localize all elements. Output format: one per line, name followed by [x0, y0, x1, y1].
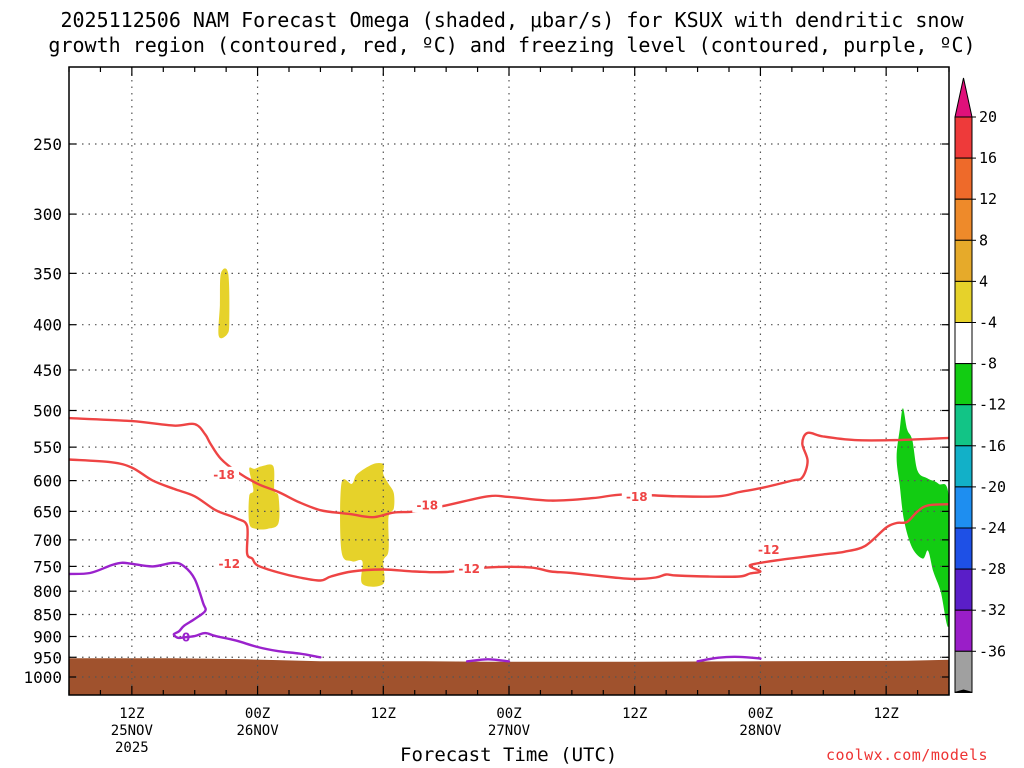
dgz-label-0-0: -18	[213, 468, 235, 482]
colorbar-label-12: 12	[979, 190, 997, 208]
freezing-contour-2	[696, 655, 762, 663]
omega-region-yellow-a	[218, 268, 230, 339]
y-tick-label-700: 700	[33, 531, 62, 550]
colorbar-swatch-3	[954, 239, 973, 282]
grid	[69, 67, 949, 695]
y-tick-label-800: 800	[33, 582, 62, 601]
x-tick-year-6: 2025	[115, 740, 149, 756]
omega-region-yellow-b	[248, 464, 280, 530]
chart-title-line2: growth region (contoured, red, ºC) and f…	[48, 33, 976, 57]
credit-text: coolwx.com/models	[826, 746, 989, 764]
y-tick-label-1000: 1000	[23, 668, 62, 687]
x-tick-date-6: 25NOV	[111, 723, 154, 739]
y-tick-label-450: 450	[33, 361, 62, 380]
x-tick-label-54: 12Z	[622, 706, 647, 722]
colorbar-label-8: -8	[979, 355, 997, 373]
dgz-label-bg-0-1	[412, 497, 443, 513]
y-tick-label-550: 550	[33, 438, 62, 457]
colorbar-swatch-12	[954, 609, 973, 652]
colorbar-swatch-11	[954, 568, 973, 611]
dgz-label-bg-1-1	[454, 560, 485, 576]
x-tick-label-66: 00Z	[748, 706, 773, 722]
colorbar: 20 16 12 8 4 -4 -8 -12 -16 -20 -24 -28 -32 -36	[954, 77, 1006, 693]
y-tick-label-850: 850	[33, 606, 62, 625]
omega-region-yellow-c	[340, 463, 395, 587]
x-tick-date-42: 27NOV	[488, 723, 531, 739]
x-tick-date-66: 28NOV	[739, 723, 782, 739]
colorbar-swatch-7	[954, 404, 973, 447]
y-tick-label-300: 300	[33, 205, 62, 224]
dgz-contour-0	[69, 416, 949, 519]
y-tick-label-250: 250	[33, 135, 62, 154]
dgz-label-bg-1-0	[214, 555, 245, 571]
colorbar-label-4: 4	[979, 272, 988, 290]
colorbar-top-arrow	[954, 77, 973, 118]
x-tick-label-18: 00Z	[245, 706, 270, 722]
x-tick-label-30: 12Z	[371, 706, 396, 722]
colorbar-label-28: -28	[979, 560, 1006, 578]
dgz-label-1-2: -12	[758, 543, 780, 557]
dgz-label-bg-0-2	[621, 488, 652, 504]
dgz-contour-1	[69, 458, 949, 582]
colorbar-swatch-1	[954, 157, 973, 200]
y-tick-label-600: 600	[33, 472, 62, 491]
axes: 250 300 350 400 450 500 550 600 650 700 750 800 850 9…	[23, 66, 950, 756]
colorbar-swatch-8	[954, 445, 973, 488]
dgz-label-bg-1-2	[753, 542, 784, 558]
colorbar-bottom-arrow	[954, 689, 973, 693]
dgz-label-bg-0-0	[209, 466, 240, 482]
chart-title-line1: 2025112506 NAM Forecast Omega (shaded, μ…	[60, 8, 964, 32]
colorbar-swatch-2	[954, 198, 973, 241]
colorbar-swatch-10	[954, 527, 973, 570]
colorbar-label-16: 16	[979, 149, 997, 167]
y-tick-label-500: 500	[33, 402, 62, 421]
colorbar-label-20: -20	[979, 478, 1006, 496]
colorbar-label-36: -36	[979, 642, 1006, 660]
terrain-fill	[69, 658, 949, 695]
freezing-contour-0	[69, 561, 322, 659]
colorbar-swatch-13	[954, 650, 973, 693]
y-tick-label-650: 650	[33, 502, 62, 521]
dgz-label-0-2: -18	[626, 490, 648, 504]
y-tick-label-950: 950	[33, 648, 62, 667]
colorbar-swatch-0	[954, 116, 973, 159]
colorbar-label-32: -32	[979, 601, 1006, 619]
chart-title: 2025112506 NAM Forecast Omega (shaded, μ…	[0, 8, 1024, 58]
freezing-label-0-0: 0	[182, 630, 190, 644]
colorbar-swatch-6	[954, 363, 973, 406]
colorbar-swatch-9	[954, 486, 973, 529]
x-tick-label-78: 12Z	[873, 706, 898, 722]
colorbar-label-20: 20	[979, 108, 997, 126]
x-tick-label-6: 12Z	[119, 706, 144, 722]
x-tick-label-42: 00Z	[496, 706, 521, 722]
freezing-contour-1	[465, 658, 511, 663]
x-tick-date-18: 26NOV	[236, 723, 279, 739]
y-tick-label-900: 900	[33, 627, 62, 646]
colorbar-label-4: -4	[979, 314, 997, 332]
dgz-label-0-1: -18	[416, 498, 438, 512]
colorbar-label-16: -16	[979, 437, 1006, 455]
y-tick-label-400: 400	[33, 316, 62, 335]
y-tick-label-350: 350	[33, 264, 62, 283]
x-axis-label: Forecast Time (UTC)	[400, 744, 618, 766]
colorbar-swatch-4	[954, 280, 973, 323]
colorbar-label-12: -12	[979, 396, 1006, 414]
dgz-label-1-0: -12	[218, 557, 240, 571]
colorbar-swatch-5	[954, 322, 973, 365]
colorbar-label-24: -24	[979, 519, 1006, 537]
contours: -18 -18 -18 -12 -12 -12 0	[69, 416, 949, 663]
colorbar-label-8: 8	[979, 231, 988, 249]
y-tick-label-750: 750	[33, 557, 62, 576]
terrain-layer	[69, 658, 949, 695]
dgz-label-1-1: -12	[458, 562, 480, 576]
omega-region-green-east	[896, 408, 949, 627]
